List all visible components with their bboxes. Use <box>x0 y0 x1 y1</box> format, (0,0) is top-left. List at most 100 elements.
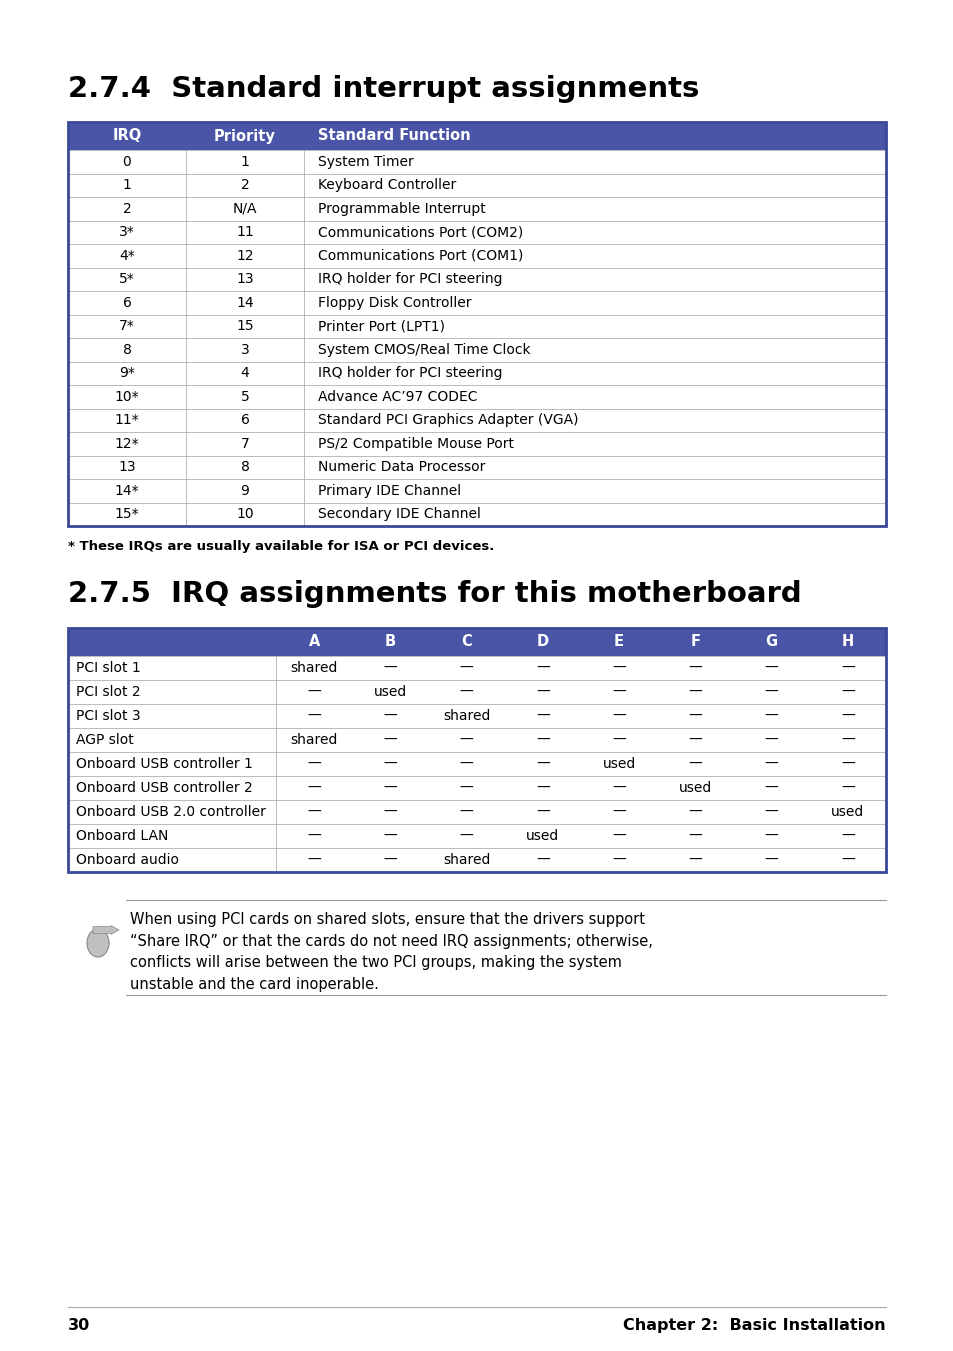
Text: used: used <box>526 830 558 843</box>
Text: —: — <box>688 661 701 676</box>
Text: —: — <box>383 830 396 843</box>
Text: —: — <box>841 661 854 676</box>
Text: 14*: 14* <box>114 484 139 497</box>
Text: D: D <box>537 635 548 650</box>
Text: 13: 13 <box>118 461 135 474</box>
Text: 2: 2 <box>123 201 132 216</box>
Text: —: — <box>612 781 625 794</box>
FancyBboxPatch shape <box>68 455 885 480</box>
Text: Numeric Data Processor: Numeric Data Processor <box>317 461 485 474</box>
Text: 8: 8 <box>240 461 249 474</box>
Text: —: — <box>307 709 320 723</box>
Text: 5: 5 <box>240 389 249 404</box>
Text: B: B <box>384 635 395 650</box>
Text: Onboard USB controller 1: Onboard USB controller 1 <box>76 757 253 771</box>
Text: 2.7.4  Standard interrupt assignments: 2.7.4 Standard interrupt assignments <box>68 76 699 103</box>
Text: —: — <box>536 685 549 698</box>
Text: —: — <box>841 685 854 698</box>
Text: used: used <box>678 781 711 794</box>
Text: 12: 12 <box>236 249 253 262</box>
Text: —: — <box>688 709 701 723</box>
Text: 8: 8 <box>122 343 132 357</box>
FancyBboxPatch shape <box>68 503 885 526</box>
Text: Secondary IDE Channel: Secondary IDE Channel <box>317 507 480 521</box>
Text: 7*: 7* <box>119 319 134 334</box>
Text: Keyboard Controller: Keyboard Controller <box>317 178 456 192</box>
FancyArrow shape <box>92 925 119 935</box>
Text: When using PCI cards on shared slots, ensure that the drivers support
“Share IRQ: When using PCI cards on shared slots, en… <box>130 912 652 992</box>
Text: —: — <box>536 709 549 723</box>
Text: 7: 7 <box>240 436 249 451</box>
FancyBboxPatch shape <box>68 728 885 753</box>
Text: —: — <box>841 709 854 723</box>
Text: E: E <box>614 635 623 650</box>
Text: —: — <box>764 734 778 747</box>
Text: —: — <box>612 734 625 747</box>
Text: —: — <box>688 805 701 819</box>
Text: used: used <box>374 685 407 698</box>
Text: —: — <box>764 805 778 819</box>
Text: System CMOS/Real Time Clock: System CMOS/Real Time Clock <box>317 343 530 357</box>
Text: H: H <box>841 635 853 650</box>
Text: 10*: 10* <box>114 389 139 404</box>
Text: shared: shared <box>290 734 337 747</box>
Text: Floppy Disk Controller: Floppy Disk Controller <box>317 296 471 309</box>
Text: IRQ holder for PCI steering: IRQ holder for PCI steering <box>317 273 502 286</box>
Text: —: — <box>536 734 549 747</box>
Text: 6: 6 <box>122 296 132 309</box>
Text: —: — <box>841 852 854 867</box>
Text: —: — <box>612 709 625 723</box>
Text: 2.7.5  IRQ assignments for this motherboard: 2.7.5 IRQ assignments for this motherboa… <box>68 580 801 608</box>
FancyBboxPatch shape <box>68 824 885 848</box>
Text: —: — <box>764 757 778 771</box>
Text: 15: 15 <box>236 319 253 334</box>
FancyBboxPatch shape <box>68 432 885 455</box>
Text: PCI slot 2: PCI slot 2 <box>76 685 140 698</box>
Text: —: — <box>764 781 778 794</box>
Text: —: — <box>307 852 320 867</box>
Ellipse shape <box>87 929 109 957</box>
Text: —: — <box>688 830 701 843</box>
Text: —: — <box>459 661 473 676</box>
Text: System Timer: System Timer <box>317 155 414 169</box>
Text: 30: 30 <box>68 1319 91 1333</box>
FancyBboxPatch shape <box>68 315 885 338</box>
Text: Priority: Priority <box>213 128 275 143</box>
Text: Communications Port (COM2): Communications Port (COM2) <box>317 226 522 239</box>
Text: PCI slot 1: PCI slot 1 <box>76 661 141 676</box>
Text: 1: 1 <box>122 178 132 192</box>
Text: —: — <box>688 734 701 747</box>
Text: —: — <box>536 757 549 771</box>
Text: Advance AC’97 CODEC: Advance AC’97 CODEC <box>317 389 477 404</box>
Text: —: — <box>307 781 320 794</box>
FancyBboxPatch shape <box>68 848 885 871</box>
FancyBboxPatch shape <box>68 338 885 362</box>
Text: —: — <box>383 781 396 794</box>
FancyBboxPatch shape <box>68 680 885 704</box>
FancyBboxPatch shape <box>68 122 885 150</box>
FancyBboxPatch shape <box>68 775 885 800</box>
Text: 11: 11 <box>236 226 253 239</box>
FancyBboxPatch shape <box>68 150 885 173</box>
Text: —: — <box>612 685 625 698</box>
Text: G: G <box>764 635 777 650</box>
Text: —: — <box>688 757 701 771</box>
Text: —: — <box>536 852 549 867</box>
Text: —: — <box>764 685 778 698</box>
FancyBboxPatch shape <box>68 362 885 385</box>
Text: A: A <box>308 635 319 650</box>
Text: 4*: 4* <box>119 249 134 262</box>
FancyBboxPatch shape <box>68 385 885 408</box>
FancyBboxPatch shape <box>68 197 885 220</box>
Text: Chapter 2:  Basic Installation: Chapter 2: Basic Installation <box>622 1319 885 1333</box>
Text: —: — <box>459 805 473 819</box>
Text: —: — <box>459 830 473 843</box>
FancyBboxPatch shape <box>68 628 885 657</box>
Text: —: — <box>307 685 320 698</box>
Text: Onboard audio: Onboard audio <box>76 852 179 867</box>
Text: —: — <box>459 757 473 771</box>
Text: C: C <box>460 635 472 650</box>
Text: 3: 3 <box>240 343 249 357</box>
Text: PCI slot 3: PCI slot 3 <box>76 709 140 723</box>
Text: —: — <box>612 852 625 867</box>
